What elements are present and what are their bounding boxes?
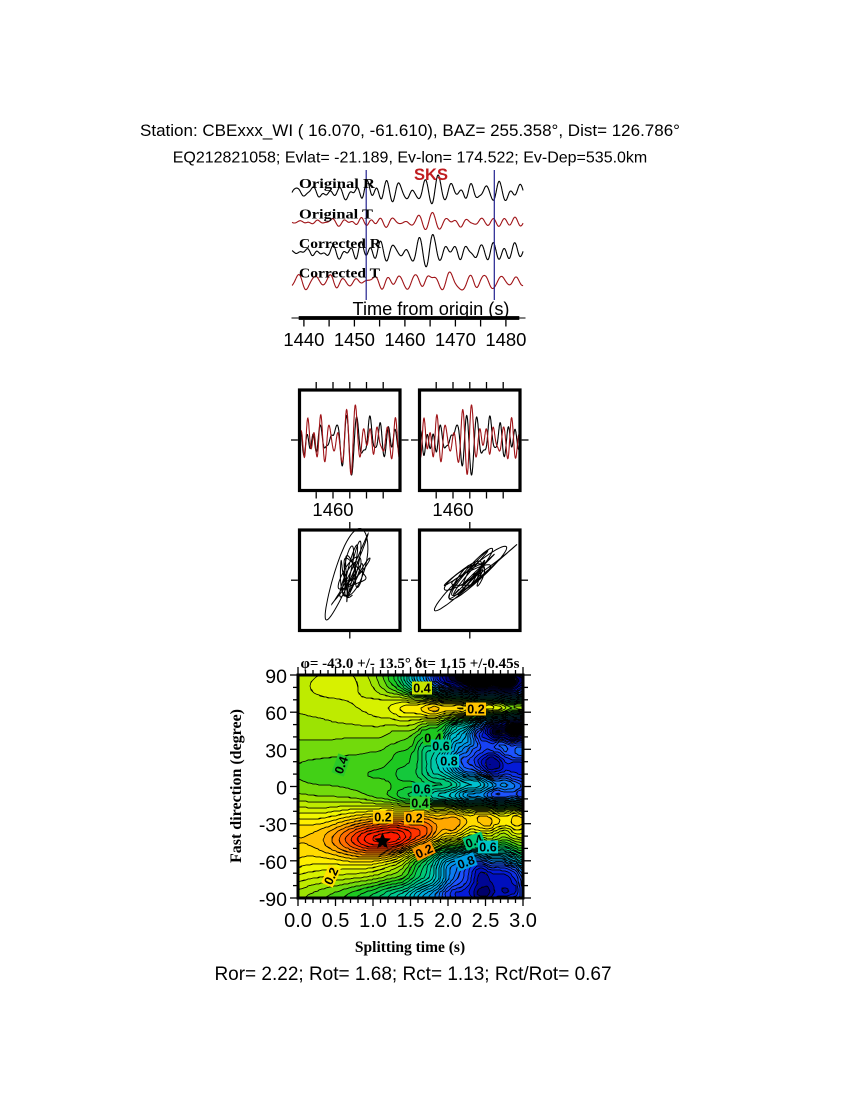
svg-text:-90: -90 [259,889,287,911]
svg-text:0.2: 0.2 [374,811,391,825]
svg-text:Fast direction (degree): Fast direction (degree) [228,709,245,863]
svg-text:0.5: 0.5 [322,910,350,932]
svg-text:1460: 1460 [432,499,473,520]
svg-text:60: 60 [265,703,287,725]
svg-text:Corrected T: Corrected T [299,267,381,282]
svg-text:0.6: 0.6 [479,841,496,855]
svg-text:0.2: 0.2 [405,812,422,826]
svg-text:1470: 1470 [435,329,476,350]
svg-text:0.4: 0.4 [411,797,428,811]
svg-text:Original T: Original T [299,208,374,223]
svg-text:0.2: 0.2 [321,865,341,887]
svg-text:30: 30 [265,740,287,762]
svg-text:0.8: 0.8 [440,755,457,769]
svg-text:0.4: 0.4 [413,682,430,696]
svg-text:EQ212821058; Evlat= -21.189, E: EQ212821058; Evlat= -21.189, Ev-lon= 174… [173,150,648,167]
svg-text:1.0: 1.0 [359,910,387,932]
svg-text:0.2: 0.2 [413,841,435,861]
svg-text:Time from origin (s): Time from origin (s) [353,299,510,319]
svg-text:1.5: 1.5 [397,910,425,932]
svg-text:Original R: Original R [299,177,376,192]
svg-text:0: 0 [276,778,287,800]
svg-text:-60: -60 [259,852,287,874]
svg-text:Station: CBExxx_WI ( 16.070,: Station: CBExxx_WI ( 16.070, -61.610), B… [140,121,680,140]
svg-text:0.6: 0.6 [432,740,449,754]
svg-text:1450: 1450 [334,329,375,350]
svg-text:1460: 1460 [312,499,353,520]
svg-text:Splitting time (s): Splitting time (s) [355,939,465,956]
svg-text:1480: 1480 [485,329,526,350]
svg-text:0.2: 0.2 [467,703,484,717]
svg-text:Corrected R: Corrected R [299,237,382,252]
svg-text:0.0: 0.0 [284,910,312,932]
svg-text:3.0: 3.0 [509,910,537,932]
svg-text:φ= -43.0 +/- 13.5° δt= 1.15 +/: φ= -43.0 +/- 13.5° δt= 1.15 +/-0.45s [301,656,520,672]
svg-text:SKS: SKS [414,166,448,184]
svg-text:-30: -30 [259,815,287,837]
svg-text:2.5: 2.5 [472,910,500,932]
svg-text:0.6: 0.6 [413,783,430,797]
svg-text:Ror= 2.22; Rot= 1.68; Rct= 1.1: Ror= 2.22; Rot= 1.68; Rct= 1.13; Rct/Rot… [214,964,611,985]
svg-text:0.8: 0.8 [456,853,477,872]
svg-text:0.4: 0.4 [332,755,351,776]
svg-text:1440: 1440 [283,329,324,350]
svg-text:2.0: 2.0 [434,910,462,932]
svg-text:1460: 1460 [384,329,425,350]
svg-text:90: 90 [265,666,287,688]
